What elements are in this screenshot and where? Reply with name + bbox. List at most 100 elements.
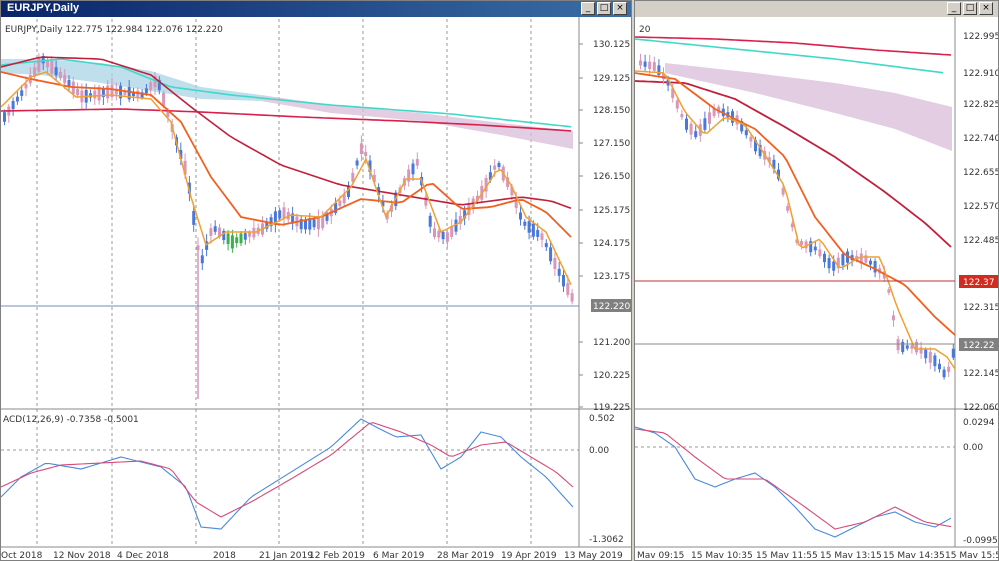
price-axis-label: 125.175 bbox=[593, 206, 630, 216]
chart-background bbox=[1, 17, 631, 560]
candle-body bbox=[836, 257, 840, 268]
candle-body bbox=[887, 289, 891, 293]
price-axis-label: 122.485 bbox=[963, 236, 999, 246]
maximize-button[interactable]: □ bbox=[963, 2, 977, 15]
time-axis-label: 28 Mar 2019 bbox=[437, 551, 494, 561]
candle-body bbox=[144, 88, 148, 94]
minimize-button[interactable]: _ bbox=[581, 2, 595, 15]
candle-body bbox=[153, 75, 157, 88]
candle-body bbox=[308, 218, 312, 230]
ma-line-cyan bbox=[635, 38, 944, 74]
candle-body bbox=[570, 293, 574, 302]
candle-body bbox=[15, 96, 19, 102]
candle-body bbox=[493, 165, 497, 170]
window-title: EURJPY,Daily bbox=[7, 2, 80, 14]
candle-body bbox=[680, 114, 684, 118]
candle-body bbox=[919, 347, 923, 354]
chart-window-eurjpy-m5[interactable]: _ □ × 20 122.995 122.910 122.825 122.740 122.… bbox=[634, 0, 999, 561]
candle-body bbox=[381, 200, 385, 207]
close-button[interactable]: × bbox=[613, 2, 627, 15]
candle-body bbox=[265, 221, 269, 229]
time-axis-label: Mav 09:15 bbox=[637, 551, 684, 561]
macd-axis-label: -1.3062 bbox=[589, 535, 624, 545]
time-axis-label: 15 Mav 14:35 bbox=[883, 551, 945, 561]
candle-body bbox=[841, 253, 845, 266]
intraday-price-chart[interactable]: 20 122.995 122.910 122.825 122.740 122.655 122… bbox=[635, 17, 999, 561]
candle-body bbox=[278, 210, 282, 219]
maximize-button[interactable]: □ bbox=[597, 2, 611, 15]
candle-body bbox=[390, 205, 393, 212]
candle-body bbox=[531, 223, 535, 237]
price-axis-label: 130.125 bbox=[593, 40, 630, 50]
candle-body bbox=[166, 110, 170, 118]
candle-body bbox=[140, 92, 144, 98]
ma-line-cyan bbox=[1, 58, 572, 128]
candle-body bbox=[804, 241, 808, 249]
candle-body bbox=[359, 143, 363, 155]
candle-body bbox=[652, 62, 656, 71]
candle-body bbox=[54, 67, 58, 76]
candle-body bbox=[951, 348, 955, 358]
candle-body bbox=[282, 207, 286, 219]
time-axis-label: 2018 bbox=[213, 551, 236, 561]
minimize-button[interactable]: _ bbox=[947, 2, 961, 15]
candle-body bbox=[562, 274, 565, 287]
candle-body bbox=[488, 172, 492, 181]
candle-body bbox=[304, 219, 307, 230]
daily-price-chart[interactable]: EURJPY,Daily 122.775 122.984 122.076 122… bbox=[1, 17, 632, 561]
price-axis-label: 122.145 bbox=[963, 369, 999, 379]
macd-header: ACD(12,26,9) -0.7358 -0.5001 bbox=[3, 415, 139, 425]
candle-body bbox=[657, 65, 661, 75]
ma-line-mid bbox=[1, 71, 572, 238]
candle-body bbox=[136, 90, 140, 99]
candle-body bbox=[947, 366, 951, 372]
candle-body bbox=[689, 123, 693, 135]
candle-body bbox=[827, 258, 831, 269]
macd-line bbox=[635, 426, 952, 538]
candle-body bbox=[411, 163, 415, 175]
window-title-bar[interactable]: _ □ × bbox=[635, 1, 998, 17]
price-axis-label: 129.125 bbox=[593, 74, 630, 84]
candle-body bbox=[685, 118, 688, 130]
price-axis-label: 122.910 bbox=[963, 69, 999, 79]
candle-body bbox=[749, 136, 753, 142]
alert-price-tag bbox=[959, 275, 998, 288]
candle-body bbox=[3, 112, 6, 122]
close-button[interactable]: × bbox=[979, 2, 993, 15]
price-axis-label: 122.655 bbox=[963, 168, 999, 178]
candle-body bbox=[222, 230, 226, 241]
candle-body bbox=[671, 88, 675, 99]
candle-body bbox=[101, 88, 105, 98]
candle-body bbox=[179, 149, 183, 159]
candle-body bbox=[67, 79, 71, 88]
candle-body bbox=[772, 159, 776, 169]
candle-body bbox=[433, 228, 436, 237]
macd-axis-label: 0.0294 bbox=[963, 418, 995, 428]
candle-body bbox=[205, 241, 209, 250]
candle-body bbox=[63, 75, 67, 84]
current-price-label: 122.22 bbox=[963, 341, 995, 351]
candle-body bbox=[712, 108, 716, 116]
candle-body bbox=[334, 202, 338, 213]
candle-body bbox=[58, 71, 62, 79]
alert-price-label: 122.37 bbox=[963, 278, 995, 288]
candle-body bbox=[50, 60, 54, 74]
candle-body bbox=[510, 186, 514, 196]
window-title-bar[interactable]: EURJPY,Daily _ □ × bbox=[1, 1, 631, 17]
candle-body bbox=[506, 177, 510, 188]
price-axis-label: 122.825 bbox=[963, 100, 999, 110]
candle-body bbox=[497, 162, 501, 168]
price-axis-label: 122.060 bbox=[963, 403, 999, 413]
candle-body bbox=[675, 100, 679, 109]
time-axis-label: Oct 2018 bbox=[1, 551, 43, 561]
candle-body bbox=[415, 159, 419, 166]
chart-header-fragment: 20 bbox=[639, 25, 651, 35]
candle-body bbox=[33, 67, 37, 77]
candle-body bbox=[407, 169, 411, 182]
chart-window-eurjpy-daily[interactable]: EURJPY,Daily _ □ × EURJPY,Daily 122.775 … bbox=[0, 0, 632, 561]
candle-body bbox=[162, 92, 166, 106]
price-axis-label: 120.225 bbox=[593, 371, 630, 381]
candle-body bbox=[786, 206, 790, 211]
candle-body bbox=[901, 341, 905, 353]
candle-body bbox=[213, 226, 217, 232]
